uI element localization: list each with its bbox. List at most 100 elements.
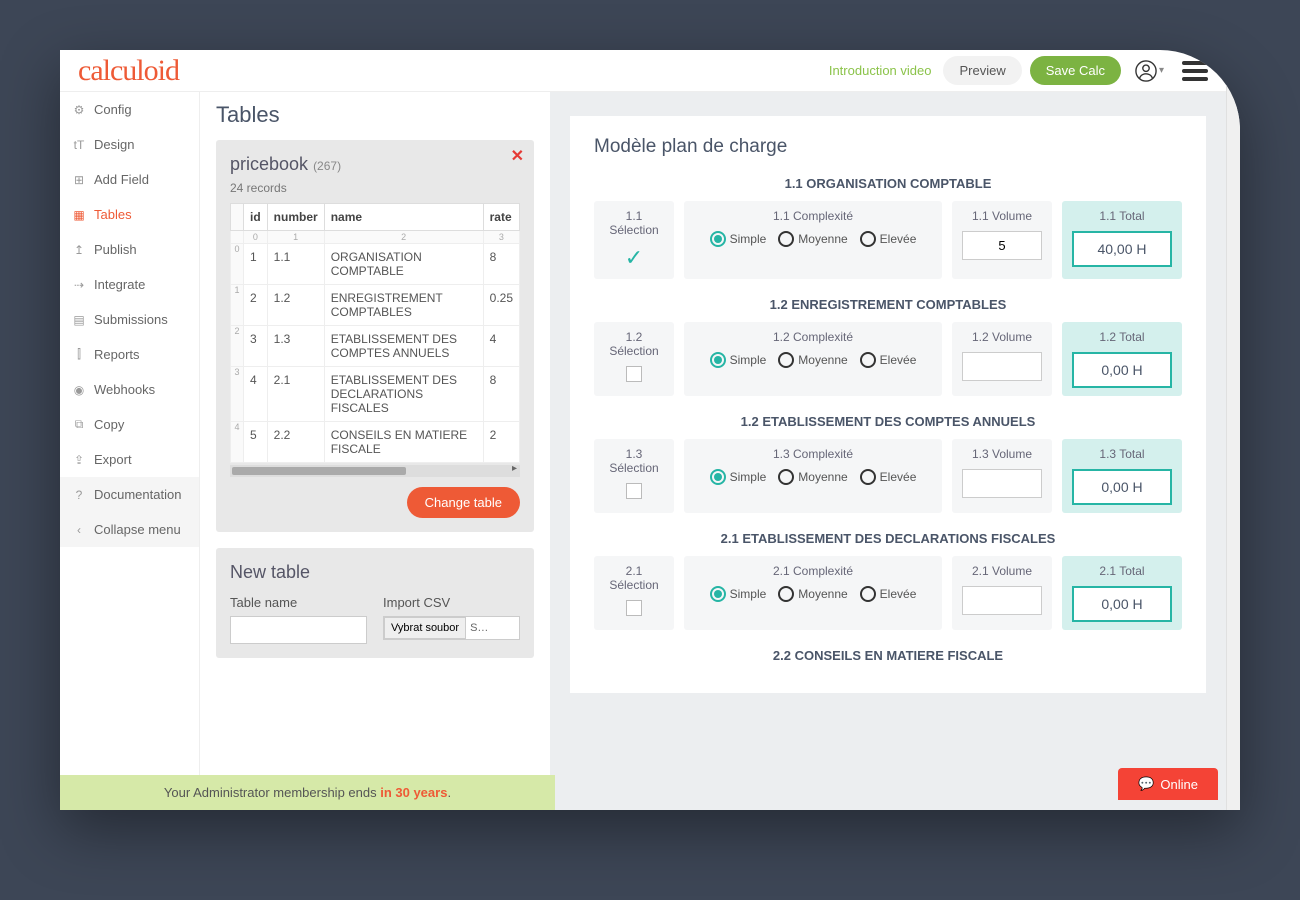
- radio-elevee[interactable]: Elevée: [860, 231, 917, 247]
- radio-simple[interactable]: Simple: [710, 586, 767, 602]
- online-chat-button[interactable]: 💬 Online: [1118, 768, 1218, 800]
- form-row: 1.2Sélection1.2 ComplexitéSimpleMoyenneE…: [594, 322, 1182, 396]
- brand-logo[interactable]: calculoid: [78, 54, 179, 88]
- check-icon: ✓: [604, 245, 664, 271]
- sidebar-item-label: Design: [94, 137, 134, 152]
- table-row[interactable]: 342.1ETABLISSEMENT DES DECLARATIONS FISC…: [231, 367, 520, 422]
- radio-simple[interactable]: Simple: [710, 231, 767, 247]
- browser-scrollbar[interactable]: [1226, 50, 1240, 810]
- sidebar-item-label: Add Field: [94, 172, 149, 187]
- table-title: pricebook (267): [230, 154, 520, 175]
- total-cell: 1.3 Total0,00 H: [1062, 439, 1182, 513]
- volume-cell: 2.1 Volume: [952, 556, 1052, 630]
- checkbox[interactable]: [626, 366, 642, 382]
- selection-cell[interactable]: 2.1Sélection: [594, 556, 674, 630]
- section-header: 2.2 CONSEILS EN MATIERE FISCALE: [594, 648, 1182, 663]
- radio-moyenne[interactable]: Moyenne: [778, 586, 847, 602]
- col-id[interactable]: id: [244, 204, 268, 231]
- col-number[interactable]: number: [267, 204, 324, 231]
- sidebar-item-label: Config: [94, 102, 132, 117]
- sidebar: ⚙ Config tTDesign ⊞ Add Field ▦Tables↥Publish…: [60, 92, 200, 810]
- sidebar-item-webhooks[interactable]: ◉Webhooks: [60, 372, 199, 407]
- section-header: 1.2 ENREGISTREMENT COMPTABLES: [594, 297, 1182, 312]
- radio-elevee[interactable]: Elevée: [860, 352, 917, 368]
- publish-icon: ↥: [72, 243, 86, 257]
- table-row[interactable]: 011.1ORGANISATION COMPTABLE8: [231, 244, 520, 285]
- total-value: 0,00 H: [1072, 586, 1172, 622]
- sidebar-item-documentation[interactable]: ?Documentation: [60, 477, 199, 512]
- intro-video-link[interactable]: Introduction video: [829, 63, 932, 78]
- sidebar-item-label: Export: [94, 452, 132, 467]
- change-table-button[interactable]: Change table: [407, 487, 520, 518]
- sidebar-item-integrate[interactable]: ⇢ Integrate: [60, 267, 199, 302]
- file-status: S…: [466, 622, 492, 634]
- sidebar-item-reports[interactable]: ⫿Reports: [60, 337, 199, 372]
- selection-cell[interactable]: 1.2Sélection: [594, 322, 674, 396]
- sidebar-item-tables[interactable]: ▦Tables: [60, 197, 199, 232]
- radio-elevee[interactable]: Elevée: [860, 586, 917, 602]
- table-row[interactable]: 452.2CONSEILS EN MATIERE FISCALE2: [231, 422, 520, 463]
- save-calc-button[interactable]: Save Calc: [1030, 56, 1121, 85]
- sidebar-item-export[interactable]: ⇪Export: [60, 442, 199, 477]
- section-header: 2.1 ETABLISSEMENT DES DECLARATIONS FISCA…: [594, 531, 1182, 546]
- sidebar-item-label: Copy: [94, 417, 124, 432]
- new-table-panel: New table Table name Import CSV Vybrat s…: [216, 548, 534, 658]
- user-menu[interactable]: ▾: [1135, 60, 1164, 82]
- membership-banner: Your Administrator membership ends in 30…: [60, 775, 555, 810]
- volume-input[interactable]: [962, 231, 1042, 260]
- sidebar-item-label: Integrate: [94, 277, 145, 292]
- selection-cell[interactable]: 1.1Sélection✓: [594, 201, 674, 279]
- table-row[interactable]: 121.2ENREGISTREMENT COMPTABLES0.25: [231, 285, 520, 326]
- table-h-scrollbar[interactable]: [230, 465, 520, 477]
- table-name-input[interactable]: [230, 616, 367, 644]
- checkbox[interactable]: [626, 600, 642, 616]
- config-icon: ⚙: [72, 103, 86, 117]
- radio-moyenne[interactable]: Moyenne: [778, 231, 847, 247]
- checkbox[interactable]: [626, 483, 642, 499]
- choose-file-button[interactable]: Vybrat soubor: [384, 617, 466, 639]
- chat-icon: 💬: [1138, 776, 1154, 792]
- form-row: 1.3Sélection1.3 ComplexitéSimpleMoyenneE…: [594, 439, 1182, 513]
- form-row: 2.1Sélection2.1 ComplexitéSimpleMoyenneE…: [594, 556, 1182, 630]
- volume-input[interactable]: [962, 469, 1042, 498]
- total-cell: 1.1 Total40,00 H: [1062, 201, 1182, 279]
- reports-icon: ⫿: [72, 348, 86, 362]
- add field-icon: ⊞: [72, 173, 86, 187]
- volume-input[interactable]: [962, 352, 1042, 381]
- radio-elevee[interactable]: Elevée: [860, 469, 917, 485]
- sidebar-item-copy[interactable]: ⧉ Copy: [60, 407, 199, 442]
- col-name[interactable]: name: [324, 204, 483, 231]
- documentation-icon: ?: [72, 488, 86, 502]
- sidebar-item-submissions[interactable]: ▤Submissions: [60, 302, 199, 337]
- integrate-icon: ⇢: [72, 278, 86, 292]
- radio-simple[interactable]: Simple: [710, 469, 767, 485]
- sidebar-item-add-field[interactable]: ⊞ Add Field: [60, 162, 199, 197]
- preview-button[interactable]: Preview: [943, 56, 1021, 85]
- hamburger-menu[interactable]: [1182, 57, 1208, 85]
- form-title: Modèle plan de charge: [594, 136, 1182, 158]
- radio-moyenne[interactable]: Moyenne: [778, 352, 847, 368]
- collapse menu-icon: ‹: [72, 523, 86, 537]
- submissions-icon: ▤: [72, 313, 86, 327]
- sidebar-item-collapse-menu[interactable]: ‹Collapse menu: [60, 512, 199, 547]
- selection-cell[interactable]: 1.3Sélection: [594, 439, 674, 513]
- volume-cell: 1.2 Volume: [952, 322, 1052, 396]
- table-row[interactable]: 231.3ETABLISSEMENT DES COMPTES ANNUELS4: [231, 326, 520, 367]
- close-icon[interactable]: ✕: [511, 146, 524, 166]
- sidebar-item-publish[interactable]: ↥Publish: [60, 232, 199, 267]
- calculator-preview: Modèle plan de charge 1.1 ORGANISATION C…: [550, 92, 1226, 810]
- sidebar-item-config[interactable]: ⚙ Config: [60, 92, 199, 127]
- import-csv-label: Import CSV: [383, 595, 520, 610]
- page-title: Tables: [216, 102, 534, 128]
- section-header: 1.1 ORGANISATION COMPTABLE: [594, 176, 1182, 191]
- radio-moyenne[interactable]: Moyenne: [778, 469, 847, 485]
- total-cell: 2.1 Total0,00 H: [1062, 556, 1182, 630]
- sidebar-item-design[interactable]: tTDesign: [60, 127, 199, 162]
- complexity-cell: 1.3 ComplexitéSimpleMoyenneElevée: [684, 439, 942, 513]
- pricebook-panel: ✕ pricebook (267) 24 records 0123 idnumb…: [216, 140, 534, 532]
- total-value: 40,00 H: [1072, 231, 1172, 267]
- col-rate[interactable]: rate: [483, 204, 519, 231]
- copy-icon: ⧉: [72, 418, 86, 432]
- volume-input[interactable]: [962, 586, 1042, 615]
- radio-simple[interactable]: Simple: [710, 352, 767, 368]
